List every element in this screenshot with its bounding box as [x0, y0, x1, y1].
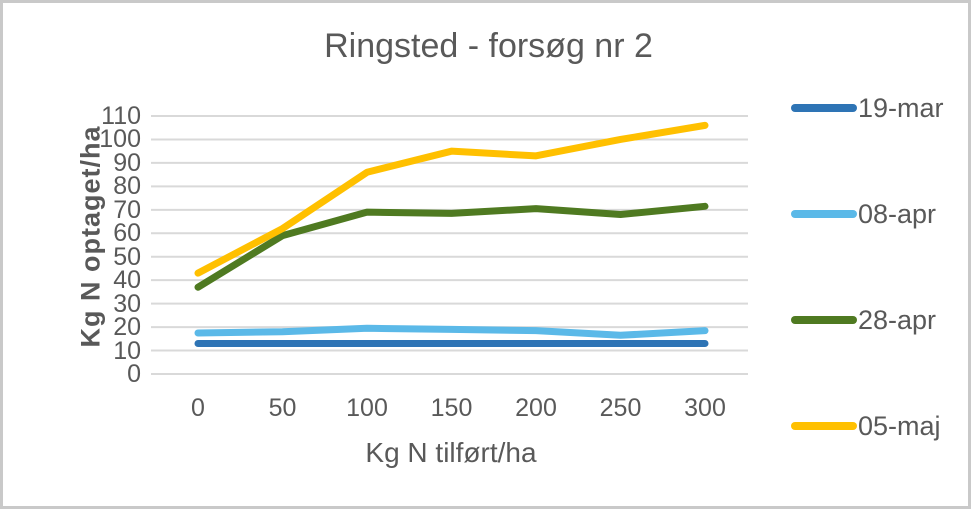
y-tick-label: 100: [99, 125, 141, 154]
x-tick-label: 200: [515, 394, 557, 422]
series-line-05-maj: [194, 121, 709, 277]
legend-item-08-apr: 08-apr: [791, 195, 966, 233]
y-tick-label: 10: [113, 336, 141, 365]
y-tick-label: 20: [113, 313, 141, 342]
x-tick-label: 250: [599, 394, 642, 422]
legend-label: 28-apr: [858, 304, 937, 335]
legend-label: 05-maj: [858, 410, 941, 441]
y-tick-label: 90: [113, 148, 141, 177]
x-tick-label: 300: [684, 394, 726, 422]
legend-line-swatch: [791, 104, 857, 112]
x-tick-label: 100: [346, 394, 388, 422]
legend-line-swatch: [791, 210, 857, 218]
chart-legend: 19-mar 08-apr 28-apr 05-maj: [791, 89, 966, 445]
series-lines-group: [194, 121, 709, 348]
chart-title: Ringsted - forsøg nr 2: [324, 27, 653, 65]
y-tick-label: 80: [113, 172, 141, 201]
series-line-08-apr: [194, 324, 709, 339]
legend-label: 19-mar: [858, 92, 944, 123]
y-tick-label: 60: [113, 219, 141, 248]
y-tick-label: 70: [113, 195, 141, 224]
y-tick-label: 50: [113, 242, 141, 271]
legend-item-05-maj: 05-maj: [791, 407, 966, 445]
legend-item-19-mar: 19-mar: [791, 89, 966, 127]
x-tick-label: 0: [191, 394, 205, 422]
series-line-28-apr: [194, 202, 709, 291]
legend-item-28-apr: 28-apr: [791, 301, 966, 339]
y-tick-label: 110: [101, 102, 141, 130]
x-tick-label: 50: [268, 394, 297, 422]
legend-line-swatch: [791, 422, 857, 430]
x-tick-label: 150: [430, 394, 473, 422]
plot-area: [151, 115, 748, 375]
y-tick-label: 30: [113, 289, 141, 318]
legend-line-swatch: [791, 316, 857, 324]
y-tick-label: 40: [113, 266, 141, 295]
legend-label: 08-apr: [858, 198, 937, 229]
x-axis-title: Kg N tilført/ha: [365, 437, 537, 468]
y-tick-label: 0: [127, 360, 141, 388]
